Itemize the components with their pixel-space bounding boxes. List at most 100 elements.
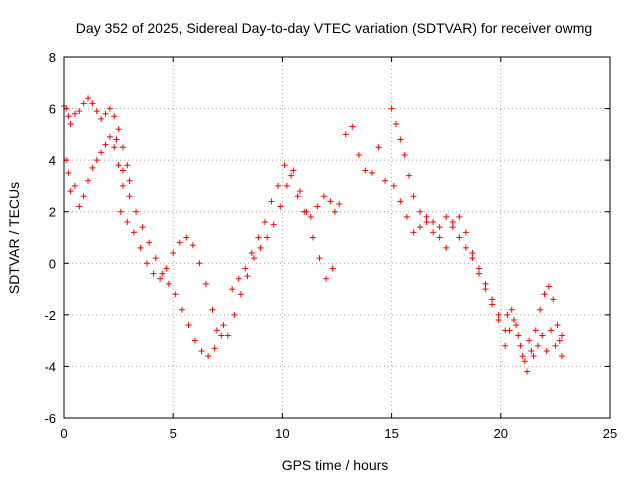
data-point xyxy=(375,144,382,151)
data-point xyxy=(528,347,535,354)
data-point xyxy=(119,144,126,151)
data-point xyxy=(368,170,375,177)
data-point xyxy=(205,353,212,360)
data-point xyxy=(309,234,316,241)
x-tick-label: 15 xyxy=(384,426,398,441)
data-point xyxy=(349,123,356,130)
data-point xyxy=(264,234,271,241)
data-point xyxy=(283,182,290,189)
series-descent-offset xyxy=(117,208,227,334)
data-point xyxy=(139,224,146,231)
data-point xyxy=(510,317,517,324)
data-point xyxy=(268,198,275,205)
data-point xyxy=(277,203,284,210)
data-point xyxy=(554,322,561,329)
data-point xyxy=(323,275,330,282)
data-point xyxy=(443,213,450,220)
data-point xyxy=(165,280,172,287)
data-point xyxy=(397,198,404,205)
data-point xyxy=(513,322,520,329)
data-point xyxy=(537,306,544,313)
data-point xyxy=(539,332,546,339)
data-point xyxy=(242,265,249,272)
data-point xyxy=(106,133,113,140)
data-point xyxy=(331,208,338,215)
data-point xyxy=(532,327,539,334)
data-point xyxy=(548,327,555,334)
data-point xyxy=(558,353,565,360)
data-point xyxy=(93,108,100,115)
data-point xyxy=(137,244,144,251)
data-point xyxy=(255,234,262,241)
y-tick-label: -2 xyxy=(44,308,56,323)
data-point xyxy=(224,332,231,339)
y-tick-label: 0 xyxy=(49,256,56,271)
data-point xyxy=(288,172,295,179)
data-point xyxy=(71,110,78,117)
data-point xyxy=(443,244,450,251)
data-point xyxy=(526,337,533,344)
data-point xyxy=(111,144,118,151)
series-rise-2 xyxy=(229,162,338,293)
data-point xyxy=(362,167,369,174)
y-tick-label: 8 xyxy=(49,50,56,65)
data-point xyxy=(524,368,531,375)
data-point xyxy=(102,110,109,117)
data-point xyxy=(192,337,199,344)
data-point xyxy=(416,208,423,215)
data-point xyxy=(89,164,96,171)
data-point xyxy=(469,255,476,262)
data-point xyxy=(98,115,105,122)
data-point xyxy=(80,193,87,200)
data-point xyxy=(504,311,511,318)
data-point xyxy=(170,249,177,256)
y-tick-label: 6 xyxy=(49,102,56,117)
data-point xyxy=(65,113,72,120)
data-point xyxy=(281,162,288,169)
data-point xyxy=(550,296,557,303)
data-point xyxy=(436,224,443,231)
data-point xyxy=(495,311,502,318)
data-point xyxy=(133,208,140,215)
data-point xyxy=(456,213,463,220)
data-point xyxy=(146,239,153,246)
data-point xyxy=(521,358,528,365)
data-point xyxy=(462,244,469,251)
data-point xyxy=(545,283,552,290)
data-point xyxy=(196,260,203,267)
data-point xyxy=(390,182,397,189)
data-point xyxy=(235,275,242,282)
data-point xyxy=(430,219,437,226)
data-point xyxy=(449,219,456,226)
data-point xyxy=(401,151,408,158)
data-point xyxy=(416,224,423,231)
data-point xyxy=(307,213,314,220)
data-point xyxy=(189,242,196,249)
tick-labels: 0 5 10 15 20 25 -6 -4 -2 0 2 4 6 8 xyxy=(44,50,617,441)
data-point xyxy=(316,255,323,262)
data-point xyxy=(449,224,456,231)
series-night xyxy=(502,283,565,375)
data-point xyxy=(248,249,255,256)
data-point xyxy=(89,100,96,107)
data-point xyxy=(209,306,216,313)
data-point xyxy=(220,322,227,329)
data-point xyxy=(342,131,349,138)
data-point xyxy=(397,136,404,143)
data-point xyxy=(113,136,120,143)
data-point xyxy=(502,342,509,349)
data-point xyxy=(76,108,83,115)
grid xyxy=(64,57,610,418)
data-point xyxy=(475,270,482,277)
data-point xyxy=(314,203,321,210)
data-point xyxy=(213,327,220,334)
data-point xyxy=(541,291,548,298)
data-point xyxy=(506,327,513,334)
data-point xyxy=(456,234,463,241)
data-point xyxy=(231,311,238,318)
y-tick-label: 4 xyxy=(49,153,56,168)
data-point xyxy=(382,177,389,184)
series-rise-1 xyxy=(224,167,336,339)
data-point xyxy=(558,332,565,339)
data-point xyxy=(329,265,336,272)
